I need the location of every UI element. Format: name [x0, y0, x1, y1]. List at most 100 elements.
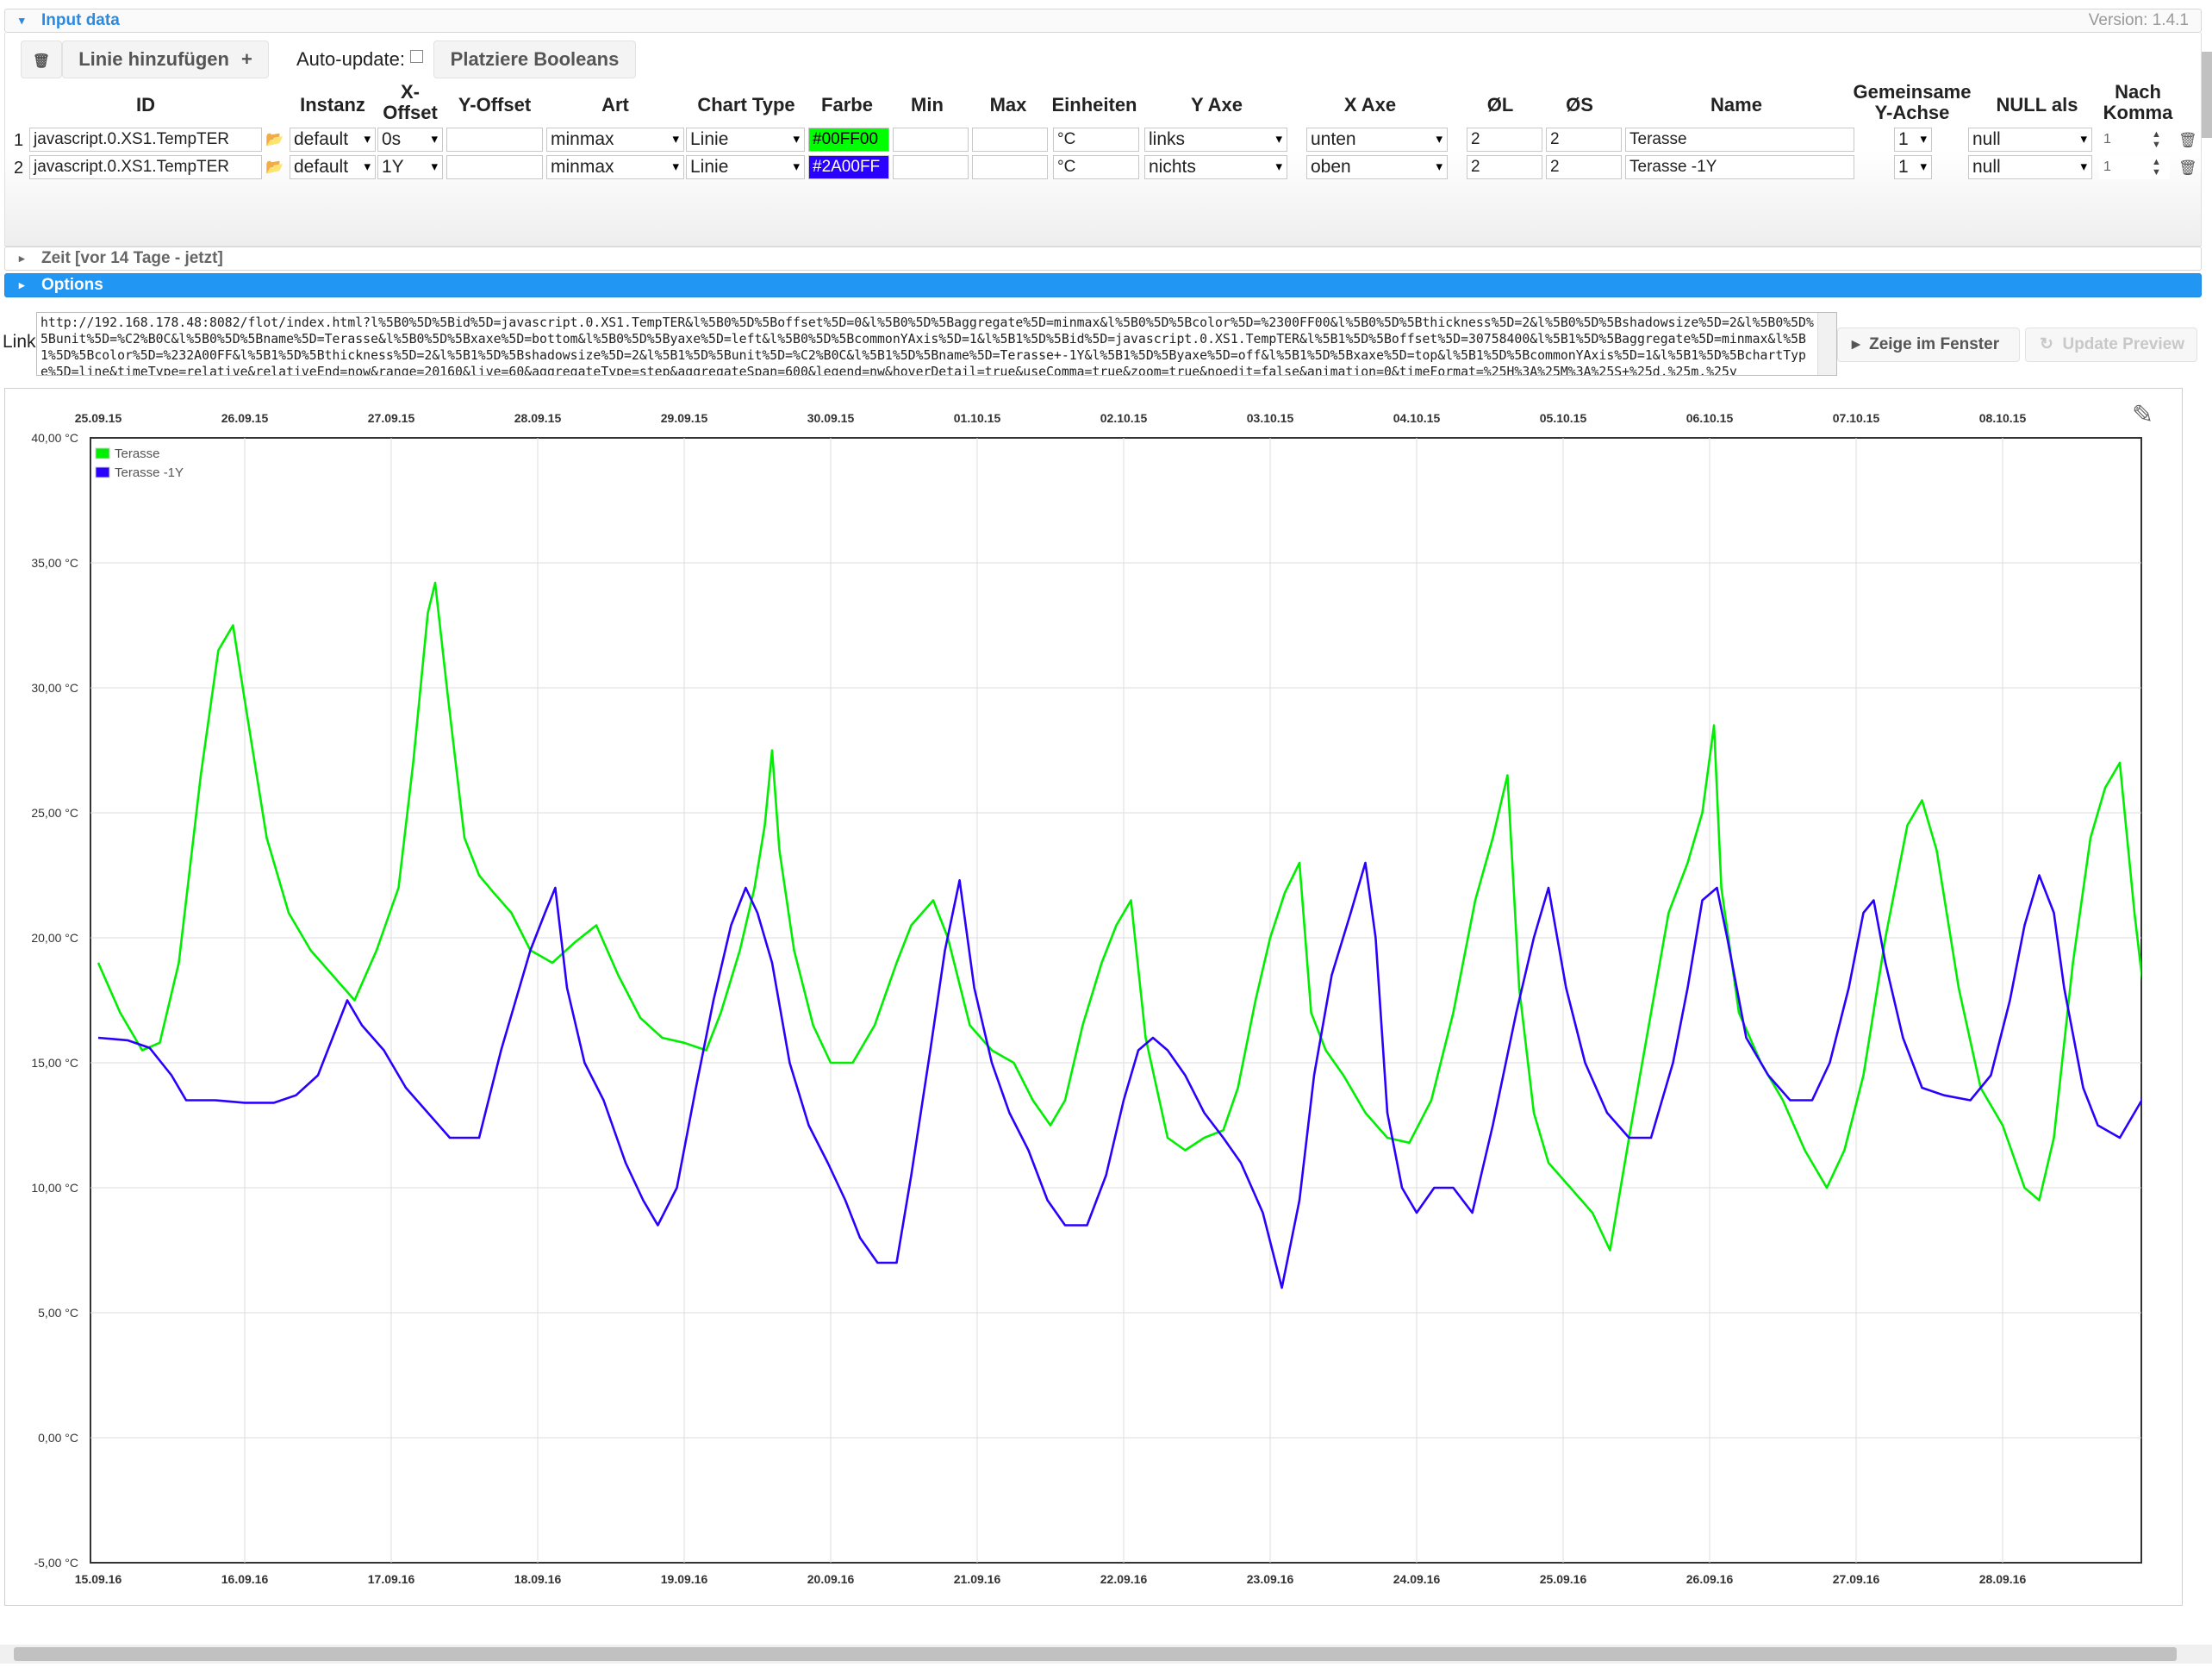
- col-header-einheiten: Einheiten: [1051, 94, 1137, 116]
- null-als-select[interactable]: null: [1968, 155, 2092, 179]
- expand-arrow-icon[interactable]: ▸: [19, 252, 25, 265]
- x-top-tick-label: 03.10.15: [1247, 411, 1294, 425]
- edit-pencil-icon[interactable]: ✎: [2132, 401, 2154, 429]
- chart-type-select[interactable]: Linie: [686, 155, 805, 179]
- x-bottom-tick-label: 28.09.16: [1979, 1572, 2027, 1586]
- y-tick-label: 10,00 °C: [31, 1181, 78, 1195]
- link-text: http://192.168.178.48:8082/flot/index.ht…: [41, 315, 1814, 376]
- x-bottom-tick-label: 16.09.16: [221, 1572, 269, 1586]
- art-select[interactable]: minmax: [546, 155, 684, 179]
- y-offset-input[interactable]: [446, 155, 543, 179]
- col-header-name: Name: [1710, 94, 1762, 116]
- common-y-select[interactable]: 1: [1894, 155, 1932, 179]
- spinner-icon[interactable]: ▲ ▼: [2152, 157, 2161, 178]
- options-title: Options: [41, 276, 103, 294]
- x-bottom-tick-label: 24.09.16: [1393, 1572, 1441, 1586]
- y-tick-label: 20,00 °C: [31, 931, 78, 945]
- link-textarea[interactable]: http://192.168.178.48:8082/flot/index.ht…: [36, 312, 1837, 376]
- refresh-icon: ↻: [2040, 335, 2053, 353]
- add-line-label: Linie hinzufügen: [78, 48, 229, 70]
- os-input[interactable]: 2: [1546, 155, 1622, 179]
- x-bottom-tick-label: 27.09.16: [1833, 1572, 1880, 1586]
- col-header-ol: ØL: [1486, 94, 1514, 116]
- ol-input[interactable]: 2: [1467, 128, 1542, 152]
- add-line-button[interactable]: Linie hinzufügen +: [62, 41, 269, 78]
- name-input[interactable]: Terasse: [1625, 128, 1854, 152]
- zeit-header[interactable]: ▸ Zeit [vor 14 Tage - jetzt]: [4, 247, 2202, 271]
- folder-icon[interactable]: 📂: [265, 131, 284, 147]
- col-header-y-axe: Y Axe: [1191, 94, 1243, 116]
- x-top-tick-label: 08.10.15: [1979, 411, 2027, 425]
- x-axe-select[interactable]: oben: [1306, 155, 1448, 179]
- horizontal-scrollbar-thumb[interactable]: [14, 1647, 2177, 1661]
- x-top-tick-label: 25.09.15: [75, 411, 122, 425]
- zeit-title: Zeit [vor 14 Tage - jetzt]: [41, 249, 223, 267]
- x-top-tick-label: 04.10.15: [1393, 411, 1441, 425]
- id-input[interactable]: javascript.0.XS1.TempTER: [29, 155, 262, 179]
- play-icon: ▸: [1852, 335, 1860, 353]
- max-input[interactable]: [972, 155, 1048, 179]
- link-label: Link: [3, 332, 36, 352]
- chart-type-select[interactable]: Linie: [686, 128, 805, 152]
- common-y-select[interactable]: 1: [1894, 128, 1932, 152]
- y-tick-label: 40,00 °C: [31, 431, 78, 445]
- col-header-instanz: Instanz: [300, 94, 365, 116]
- show-in-window-button[interactable]: ▸ Zeige im Fenster: [1837, 328, 2020, 362]
- col-header-chart-type: Chart Type: [697, 94, 795, 116]
- y-tick-label: 35,00 °C: [31, 556, 78, 570]
- plus-icon: +: [240, 48, 252, 70]
- color-input[interactable]: #00FF00: [808, 128, 889, 152]
- collapse-arrow-icon[interactable]: ▾: [19, 14, 25, 27]
- chart-panel: 40,00 °C 35,00 °C 30,00 °C 25,00 °C 20,00 °C…: [4, 388, 2183, 1606]
- col-header-min: Min: [911, 94, 944, 116]
- x-offset-select[interactable]: 0s: [377, 128, 443, 152]
- expand-arrow-icon[interactable]: ▸: [19, 278, 25, 291]
- trash-icon: 🗑: [32, 54, 51, 69]
- horizontal-scrollbar[interactable]: [0, 1645, 2212, 1664]
- input-data-panel: 🗑 Linie hinzufügen + Auto-update: Platzie…: [4, 33, 2202, 247]
- art-select[interactable]: minmax: [546, 128, 684, 152]
- update-preview-button[interactable]: ↻ Update Preview: [2025, 328, 2197, 362]
- decimals-input[interactable]: 1: [2099, 155, 2170, 179]
- x-bottom-tick-label: 17.09.16: [368, 1572, 415, 1586]
- y-tick-label: 25,00 °C: [31, 806, 78, 820]
- delete-row-icon[interactable]: 🗑: [2178, 159, 2197, 176]
- col-header-x-axe: X Axe: [1343, 94, 1397, 116]
- vertical-scrollbar-thumb[interactable]: [2200, 52, 2212, 138]
- temperature-chart[interactable]: 40,00 °C 35,00 °C 30,00 °C 25,00 °C 20,00 °C…: [5, 389, 2182, 1605]
- series-line-terasse-1y: [97, 861, 2141, 1289]
- min-input[interactable]: [893, 128, 969, 152]
- update-preview-label: Update Preview: [2062, 335, 2184, 353]
- decimals-input[interactable]: 1: [2099, 128, 2170, 152]
- x-axe-select[interactable]: unten: [1306, 128, 1448, 152]
- id-input[interactable]: javascript.0.XS1.TempTER: [29, 128, 262, 152]
- max-input[interactable]: [972, 128, 1048, 152]
- folder-icon[interactable]: 📂: [265, 159, 284, 175]
- legend-label: Terasse -1Y: [115, 465, 184, 480]
- unit-input[interactable]: °C: [1053, 155, 1139, 179]
- instanz-select[interactable]: default: [290, 128, 376, 152]
- null-als-select[interactable]: null: [1968, 128, 2092, 152]
- delete-all-button[interactable]: 🗑: [21, 41, 62, 78]
- plot-area: [90, 437, 2142, 1564]
- instanz-select[interactable]: default: [290, 155, 376, 179]
- options-header[interactable]: ▸ Options: [4, 273, 2202, 297]
- place-booleans-button[interactable]: Platziere Booleans: [433, 41, 636, 78]
- x-offset-select[interactable]: 1Y: [377, 155, 443, 179]
- os-input[interactable]: 2: [1546, 128, 1622, 152]
- legend-label: Terasse: [115, 446, 160, 461]
- spinner-icon[interactable]: ▲ ▼: [2152, 129, 2161, 150]
- ol-input[interactable]: 2: [1467, 155, 1542, 179]
- y-axe-select[interactable]: nichts: [1144, 155, 1287, 179]
- delete-row-icon[interactable]: 🗑: [2178, 132, 2197, 148]
- input-data-header[interactable]: ▾ Input data Version: 1.4.1: [4, 9, 2202, 33]
- min-input[interactable]: [893, 155, 969, 179]
- auto-update-checkbox[interactable]: [410, 50, 423, 63]
- x-top-tick-label: 07.10.15: [1833, 411, 1880, 425]
- y-axe-select[interactable]: links: [1144, 128, 1287, 152]
- color-input[interactable]: #2A00FF: [808, 155, 889, 179]
- link-scrollbar[interactable]: [1817, 313, 1836, 375]
- name-input[interactable]: Terasse -1Y: [1625, 155, 1854, 179]
- unit-input[interactable]: °C: [1053, 128, 1139, 152]
- y-offset-input[interactable]: [446, 128, 543, 152]
